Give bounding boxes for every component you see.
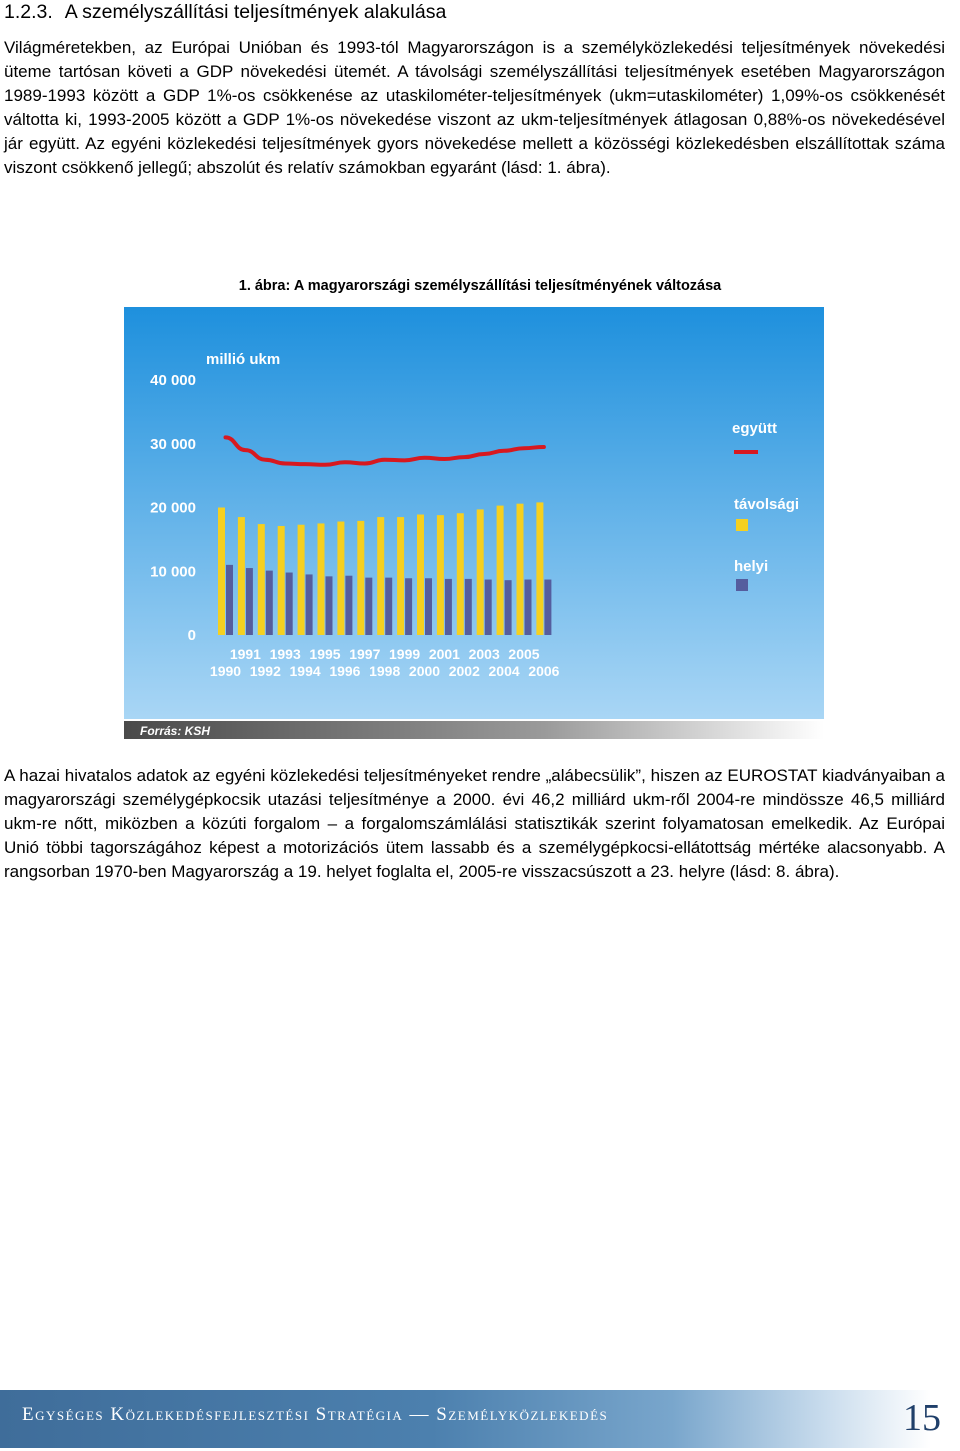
- bar-tavolsagi: [417, 514, 424, 635]
- bar-tavolsagi: [357, 520, 365, 635]
- x-tick-label: 1990: [210, 663, 241, 679]
- legend-label-tavolsagi: távolsági: [734, 496, 799, 513]
- source-label: Forrás: KSH: [140, 724, 210, 738]
- bar-helyi: [265, 570, 273, 635]
- bar-tavolsagi: [397, 517, 405, 635]
- bar-tavolsagi: [297, 524, 305, 635]
- bar-helyi: [524, 579, 532, 635]
- bar-tavolsagi: [377, 517, 385, 635]
- figure-caption: 1. ábra: A magyarországi személyszállítá…: [238, 278, 722, 294]
- passenger-transport-chart: Forrás: KSH millió ukm 0 10 000 20 000 30 0…: [124, 307, 824, 739]
- x-tick-label: 1992: [250, 663, 281, 679]
- line-egyutt: [223, 435, 546, 467]
- bar-tavolsagi: [257, 524, 265, 635]
- bar-helyi: [464, 578, 472, 635]
- bar-helyi: [484, 579, 492, 635]
- x-tick-label: 1993: [270, 646, 301, 662]
- x-tick-label: 1997: [349, 646, 380, 662]
- x-tick-label: 1994: [290, 663, 321, 679]
- x-tick-label: 2001: [429, 646, 460, 662]
- source-bar: [124, 721, 824, 739]
- page-footer: Egységes Közlekedésfejlesztési Stratégia…: [0, 1390, 960, 1448]
- bar-helyi: [245, 568, 253, 635]
- bar-helyi: [345, 575, 353, 635]
- bar-helyi: [365, 577, 373, 635]
- bar-tavolsagi: [317, 523, 325, 635]
- bar-tavolsagi: [218, 507, 225, 635]
- bar-helyi: [285, 572, 293, 635]
- x-tick-label: 1996: [329, 663, 360, 679]
- bar-helyi: [504, 580, 512, 635]
- section-number: 1.2.3.: [4, 1, 53, 23]
- x-tick-label: 2006: [528, 663, 559, 679]
- bar-helyi: [544, 579, 552, 635]
- bar-tavolsagi: [337, 521, 345, 635]
- bar-tavolsagi: [436, 515, 444, 635]
- y-tick-label: 30 000: [150, 436, 196, 453]
- x-tick-label: 1998: [369, 663, 400, 679]
- bar-tavolsagi: [476, 509, 484, 635]
- bar-helyi: [425, 578, 432, 635]
- legend-swatch-helyi: [736, 579, 748, 591]
- legend-label-egyutt: együtt: [732, 420, 777, 437]
- y-tick-label: 10 000: [150, 563, 196, 580]
- bar-helyi: [226, 564, 233, 635]
- x-tick-label: 2000: [409, 663, 440, 679]
- bar-helyi: [305, 574, 313, 635]
- y-tick-label: 40 000: [150, 372, 196, 389]
- bar-tavolsagi: [496, 505, 504, 635]
- legend-swatch-tavolsagi: [736, 519, 748, 531]
- bar-tavolsagi: [456, 513, 464, 635]
- page-number: 15: [903, 1397, 941, 1439]
- bar-helyi: [325, 576, 333, 635]
- chart-svg: Forrás: KSH millió ukm 0 10 000 20 000 30 0…: [124, 307, 824, 739]
- bar-tavolsagi: [536, 502, 544, 635]
- bar-helyi: [444, 578, 452, 635]
- bar-tavolsagi: [277, 525, 285, 635]
- y-tick-label: 0: [188, 627, 196, 644]
- y-tick-label: 20 000: [150, 500, 196, 517]
- legend-label-helyi: helyi: [734, 558, 768, 575]
- bar-helyi: [385, 577, 393, 635]
- x-tick-label: 2002: [449, 663, 480, 679]
- x-tick-label: 1999: [389, 646, 420, 662]
- intro-paragraph: Világméretekben, az Európai Unióban és 1…: [4, 38, 945, 177]
- x-tick-label: 2005: [508, 646, 539, 662]
- chart-background: [124, 307, 824, 719]
- footer-title: Egységes Közlekedésfejlesztési Stratégia…: [22, 1404, 609, 1425]
- second-paragraph: A hazai hivatalos adatok az egyéni közle…: [4, 766, 945, 881]
- x-tick-label: 1991: [230, 646, 261, 662]
- x-tick-label: 2003: [469, 646, 500, 662]
- x-tick-label: 1995: [309, 646, 340, 662]
- bar-helyi: [405, 578, 413, 635]
- x-tick-label: 2004: [489, 663, 520, 679]
- section-title: A személyszállítási teljesítmények alaku…: [64, 1, 447, 23]
- bar-tavolsagi: [237, 517, 245, 635]
- section-heading: 1.2.3. A személyszállítási teljesítmények…: [4, 0, 446, 24]
- y-axis-label: millió ukm: [206, 351, 280, 368]
- bar-tavolsagi: [516, 503, 524, 635]
